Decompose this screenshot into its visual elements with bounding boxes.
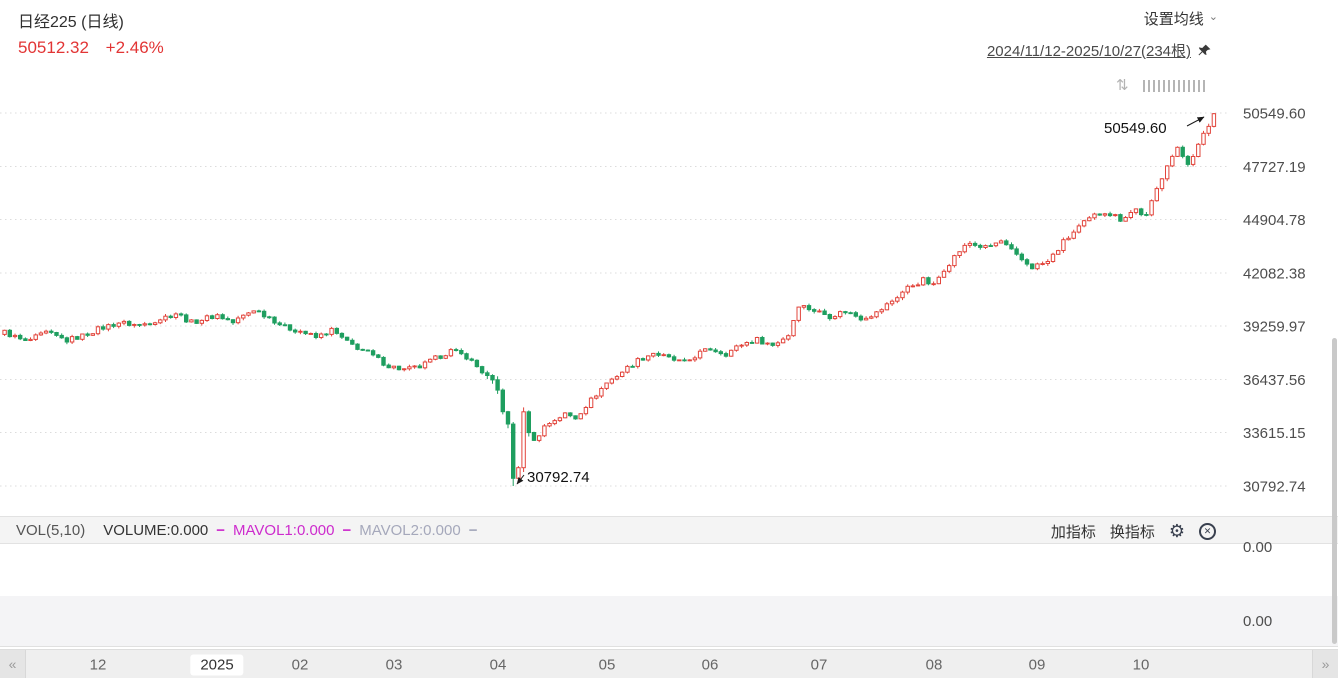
x-axis-label: 05	[598, 656, 616, 673]
height-adjust-icon[interactable]: ⇅	[1116, 77, 1129, 94]
volume-value: VOLUME:0.000	[103, 521, 209, 539]
y-axis-label: 50549.60	[1243, 106, 1306, 123]
low-annotation: 30792.74	[527, 469, 590, 486]
gridlines: 50549.60 47727.19 44904.78 42082.38 39259.97…	[0, 106, 1306, 496]
y-axis-label: 33615.15	[1243, 425, 1306, 442]
volume-indicator-bar: VOL(5,10) VOLUME:0.000 − MAVOL1:0.000 − …	[0, 516, 1338, 544]
chevron-down-icon: ⌄	[1208, 11, 1218, 23]
annotations: 30792.74 50549.60	[516, 116, 1205, 486]
volume-legend-dash: −	[216, 521, 226, 539]
x-axis-label: 02	[291, 656, 309, 673]
scroll-right-button[interactable]: »	[1312, 650, 1338, 678]
x-axis-label: 04	[489, 656, 507, 673]
mavol1-value: MAVOL1:0.000	[233, 521, 335, 539]
y-axis-label: 30792.74	[1243, 479, 1306, 496]
chart-title: 日经225 (日线)	[18, 14, 124, 31]
date-range-text: 2024/11/12-2025/10/27(234根)	[986, 43, 1191, 60]
mavol1-legend-dash: −	[342, 521, 352, 539]
last-price: 50512.32	[18, 38, 89, 57]
y-axis-label: 47727.19	[1243, 159, 1306, 176]
x-axis-label: 12	[89, 656, 107, 673]
double-chevron-right-icon: »	[1321, 656, 1330, 672]
time-axis-labels: 12 2025 02 03 04 05 06 07 08 09 10	[0, 650, 1338, 678]
x-axis-label: 09	[1028, 656, 1046, 673]
x-axis-label: 06	[701, 656, 719, 673]
switch-indicator-button[interactable]: 换指标	[1109, 523, 1155, 541]
volume-axis-top-label: 0.00	[1243, 539, 1273, 556]
price-row: 50512.32 +2.46%	[18, 38, 164, 58]
time-axis: 12 2025 02 03 04 05 06 07 08 09 10 « »	[0, 649, 1338, 678]
y-axis-label: 36437.56	[1243, 372, 1306, 389]
volume-pane[interactable]	[0, 545, 1338, 647]
date-range-link[interactable]: 2024/11/12-2025/10/27(234根)	[987, 40, 1212, 61]
close-icon[interactable]: ✕	[1199, 522, 1216, 540]
x-axis-label: 03	[385, 656, 403, 673]
ma-settings-button[interactable]: 设置均线 ⌄	[1144, 8, 1218, 29]
scroll-left-button[interactable]: «	[0, 650, 26, 678]
vol-indicator-label: VOL(5,10)	[16, 521, 86, 539]
price-chart[interactable]: 50549.60 47727.19 44904.78 42082.38 39259.97…	[0, 70, 1338, 516]
indicator-actions: 加指标 换指标 ⚙ ✕	[1051, 517, 1216, 545]
candles	[2, 113, 1217, 486]
pin-icon	[1198, 44, 1211, 56]
ma-settings-label: 设置均线	[1143, 11, 1204, 28]
mavol2-legend-dash: −	[468, 521, 478, 539]
y-axis-label: 42082.38	[1243, 265, 1306, 282]
add-indicator-button[interactable]: 加指标	[1050, 523, 1096, 541]
volume-axis-bottom-label: 0.00	[1243, 613, 1273, 630]
y-axis-label: 39259.97	[1243, 319, 1306, 336]
y-axis-label: 44904.78	[1243, 212, 1306, 229]
price-change: +2.46%	[105, 38, 164, 57]
x-axis-label-current-year: 2025	[190, 654, 244, 675]
x-axis-label: 08	[925, 656, 943, 673]
x-axis-label: 10	[1132, 656, 1150, 673]
gear-icon[interactable]: ⚙	[1168, 521, 1185, 541]
mavol2-value: MAVOL2:0.000	[359, 521, 461, 539]
x-axis-label: 07	[810, 656, 828, 673]
scrollbar-thumb[interactable]	[1332, 338, 1337, 644]
chart-toolbar: ⇅	[1116, 78, 1205, 93]
zoom-bars-icon[interactable]	[1142, 79, 1205, 92]
high-annotation: 50549.60	[1104, 120, 1167, 137]
double-chevron-left-icon: «	[8, 656, 17, 672]
